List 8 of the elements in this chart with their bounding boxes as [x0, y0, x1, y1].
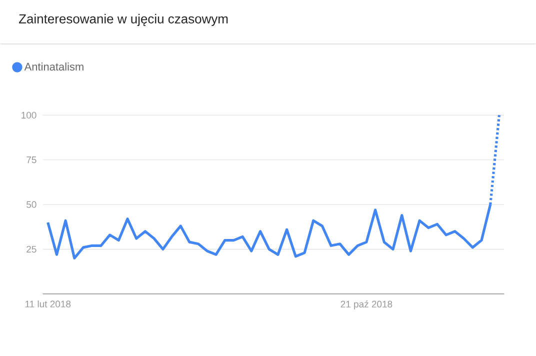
y-tick-label: 50 — [26, 200, 36, 208]
y-tick-label: 25 — [26, 246, 36, 252]
x-tick-label: 21 paź 2018 — [340, 300, 392, 310]
chart-title: Zainteresowanie w ujęciu czasowym — [18, 14, 228, 26]
legend-label: Antinatalism — [24, 62, 84, 70]
y-tick-label: 100 — [22, 112, 36, 118]
x-tick-label: 11 lut 2018 — [25, 300, 71, 308]
y-tick-label: 75 — [26, 156, 36, 163]
